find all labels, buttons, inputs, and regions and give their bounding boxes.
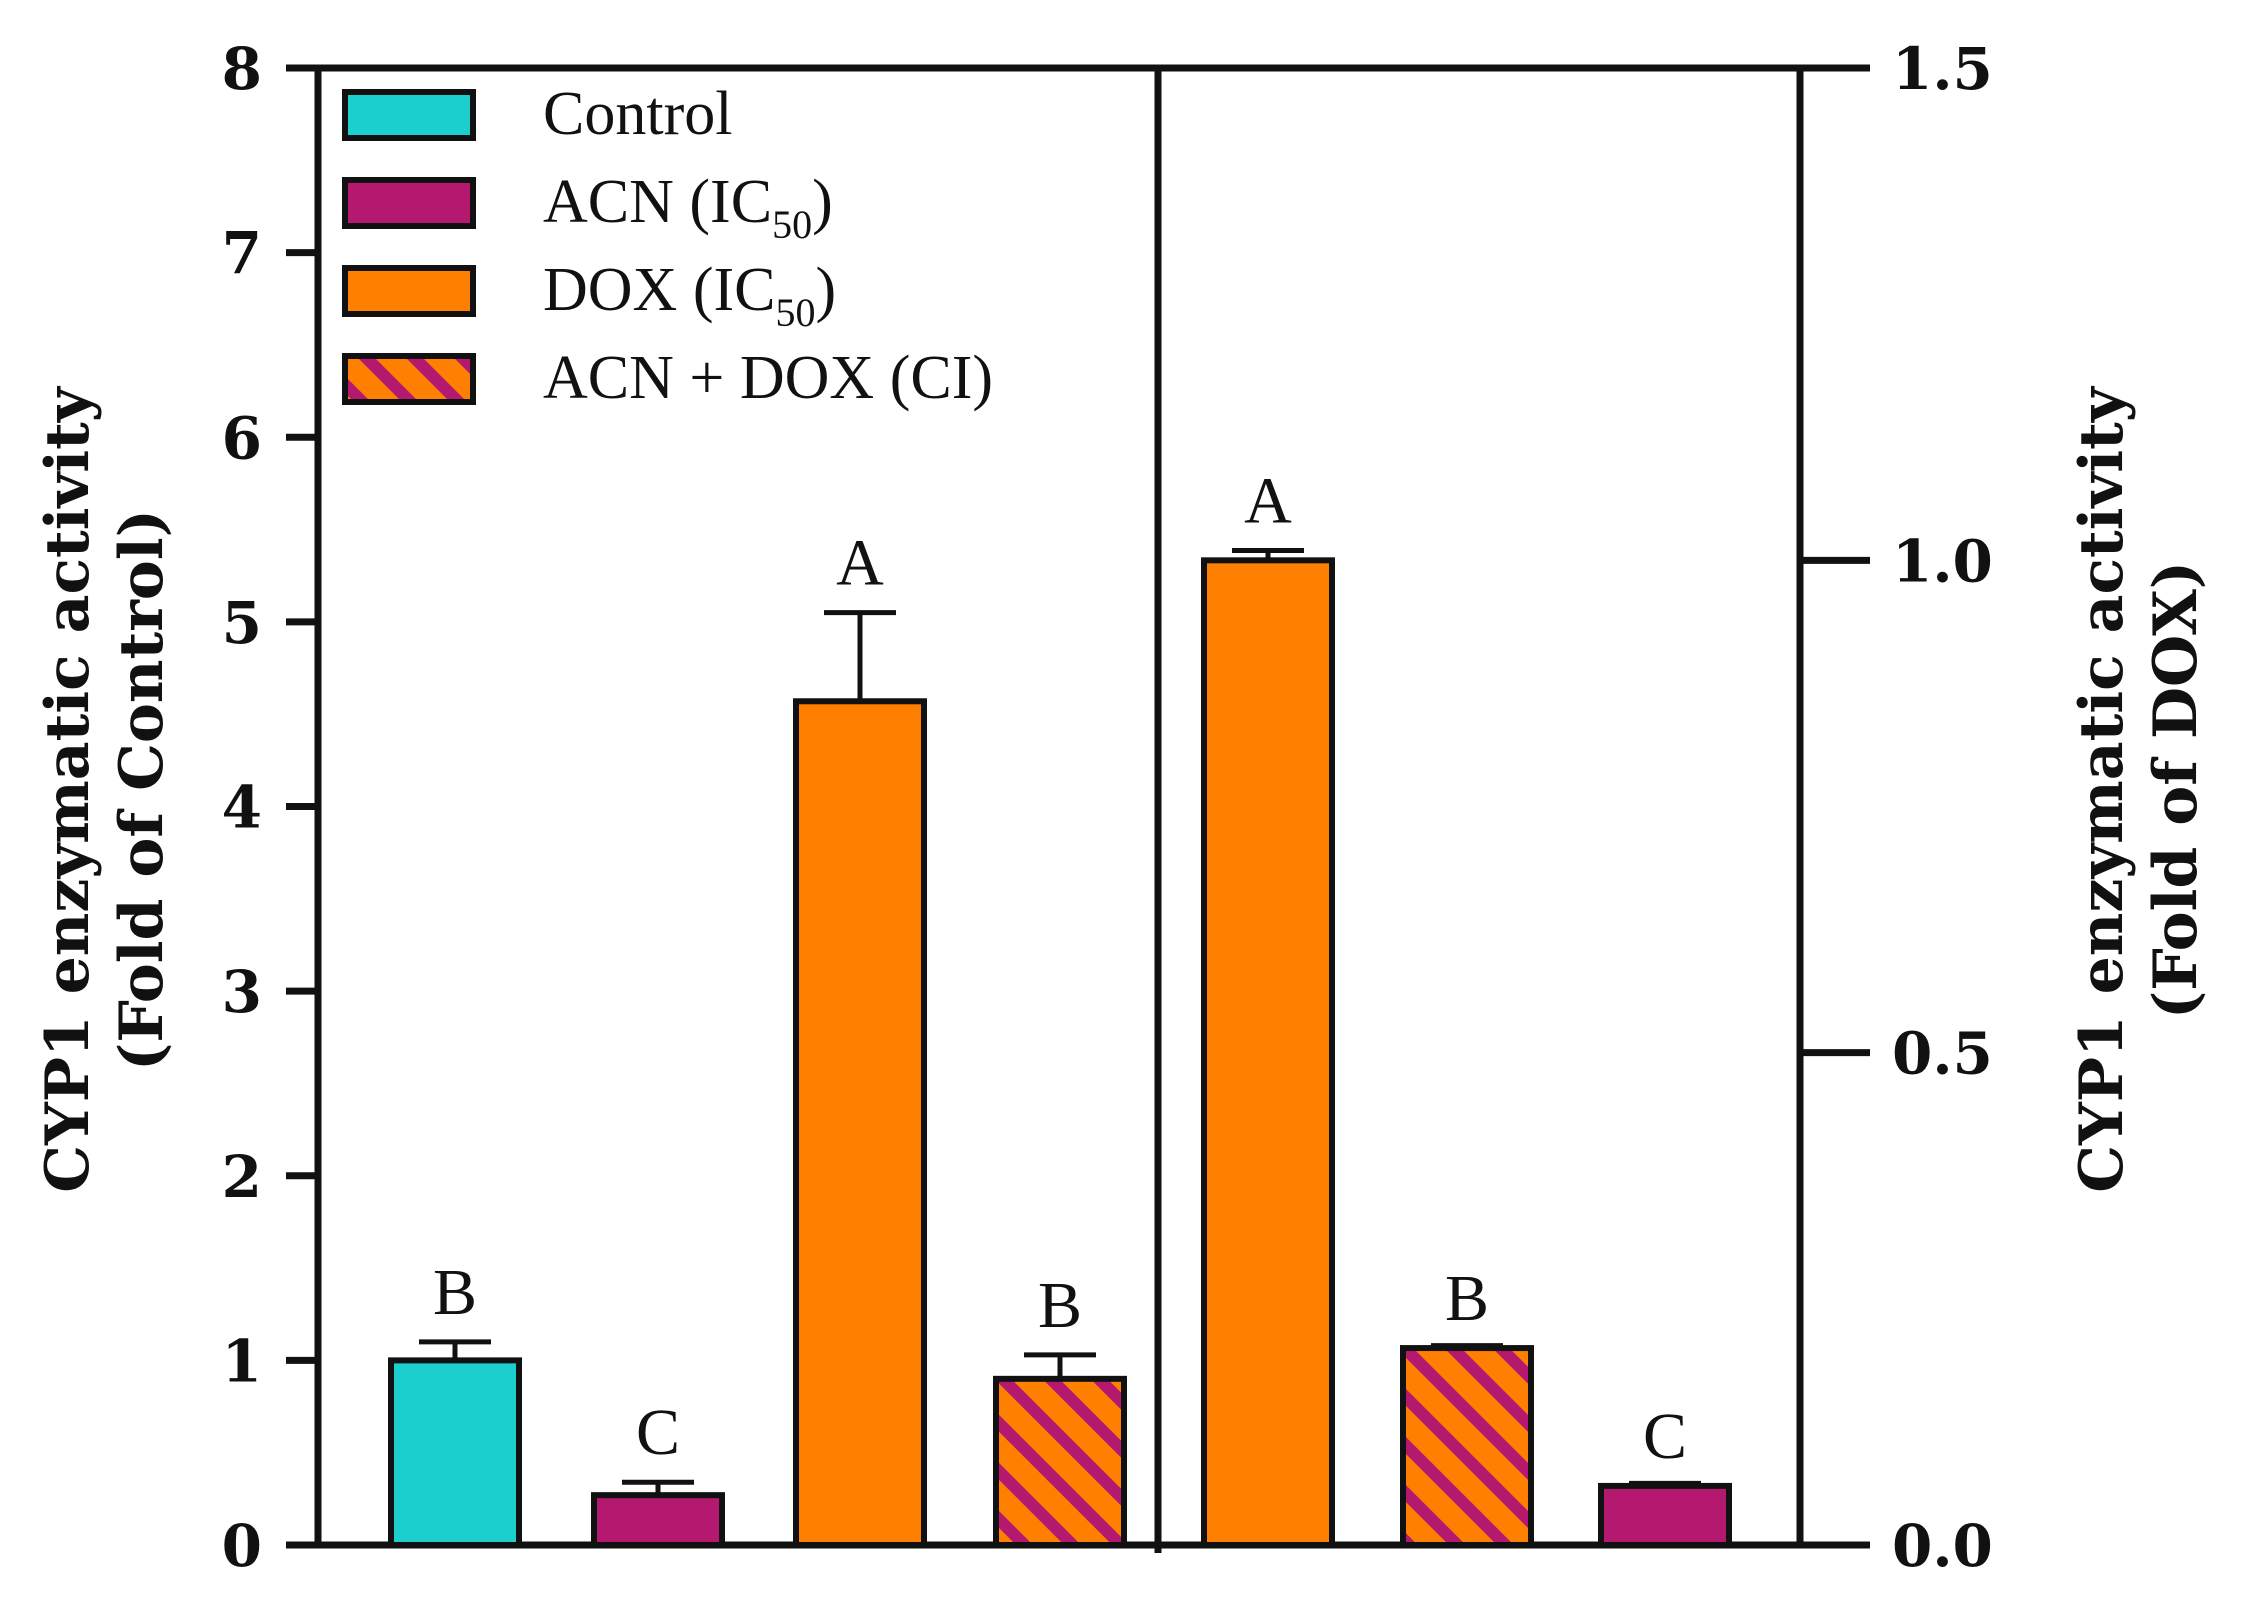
- legend-label: ACN (IC50): [543, 168, 833, 247]
- bar: [993, 1375, 1127, 1549]
- right-y-axis-title-line2: (Fold of DOX): [2141, 561, 2211, 1019]
- bar-group: A: [793, 527, 927, 1548]
- legend-label-main: ACN (IC: [543, 168, 772, 236]
- left-y-axis-title-line2: (Fold of Control): [107, 509, 177, 1071]
- right-tick-label: 0.0: [1892, 1512, 1993, 1580]
- left-tick-label: 1: [222, 1327, 262, 1395]
- left-tick-label: 2: [222, 1143, 262, 1211]
- significance-letter: A: [836, 527, 884, 600]
- bar-group: A: [1201, 464, 1335, 1548]
- legend-label: ACN + DOX (CI): [543, 344, 993, 412]
- left-tick-label: 7: [222, 220, 262, 288]
- left-tick-label: 0: [222, 1512, 262, 1580]
- significance-letter: B: [1445, 1262, 1489, 1335]
- bar: [1201, 557, 1335, 1548]
- bar: [1400, 1345, 1534, 1548]
- legend-label-main: Control: [543, 80, 732, 148]
- bar: [388, 1357, 522, 1548]
- bar-group: B: [993, 1269, 1127, 1549]
- left-y-axis-title-line1: CYP1 enzymatic activity: [33, 385, 103, 1193]
- legend-swatch: [342, 353, 476, 405]
- left-y-axis: 0 1 2 3 4 5 6 7 8: [222, 35, 318, 1580]
- bar: [793, 698, 927, 1548]
- significance-letter: B: [1038, 1269, 1082, 1342]
- significance-letter: C: [1643, 1400, 1687, 1473]
- legend-label-main: ACN + DOX (CI): [543, 344, 993, 412]
- right-y-axis: 0.0 0.5 1.0 1.5: [1800, 35, 1993, 1580]
- legend-label: DOX (IC50): [543, 256, 836, 335]
- bar-group: B: [1400, 1262, 1534, 1548]
- left-tick-label: 6: [222, 404, 262, 472]
- bar: [1598, 1482, 1732, 1549]
- bars: B C A B A B C: [388, 464, 1732, 1549]
- left-tick-label: 5: [222, 589, 262, 657]
- left-tick-label: 3: [222, 958, 262, 1026]
- legend-label-subscript: 50: [772, 202, 812, 247]
- bar-group: C: [1598, 1400, 1732, 1549]
- legend-label-main: DOX (IC: [543, 256, 775, 324]
- bar-group: B: [388, 1256, 522, 1548]
- right-tick-label: 0.5: [1892, 1020, 1993, 1088]
- legend-label-subscript: 50: [775, 290, 815, 335]
- significance-letter: A: [1244, 464, 1292, 537]
- right-tick-label: 1.0: [1892, 527, 1993, 595]
- left-tick-label: 4: [222, 774, 262, 842]
- legend-swatch: [342, 177, 476, 229]
- legend-swatch: [342, 89, 476, 141]
- legend-label-suffix: ): [812, 168, 833, 236]
- left-tick-label: 8: [222, 35, 262, 103]
- right-tick-label: 1.5: [1892, 35, 1993, 103]
- legend-swatch: [342, 265, 476, 317]
- bar-group: C: [591, 1396, 725, 1548]
- legend-label: Control: [543, 80, 732, 148]
- right-y-axis-title-line1: CYP1 enzymatic activity: [2067, 385, 2137, 1193]
- legend-label-suffix: ): [815, 256, 836, 324]
- significance-letter: B: [433, 1256, 477, 1329]
- bar: [591, 1492, 725, 1548]
- significance-letter: C: [636, 1396, 680, 1469]
